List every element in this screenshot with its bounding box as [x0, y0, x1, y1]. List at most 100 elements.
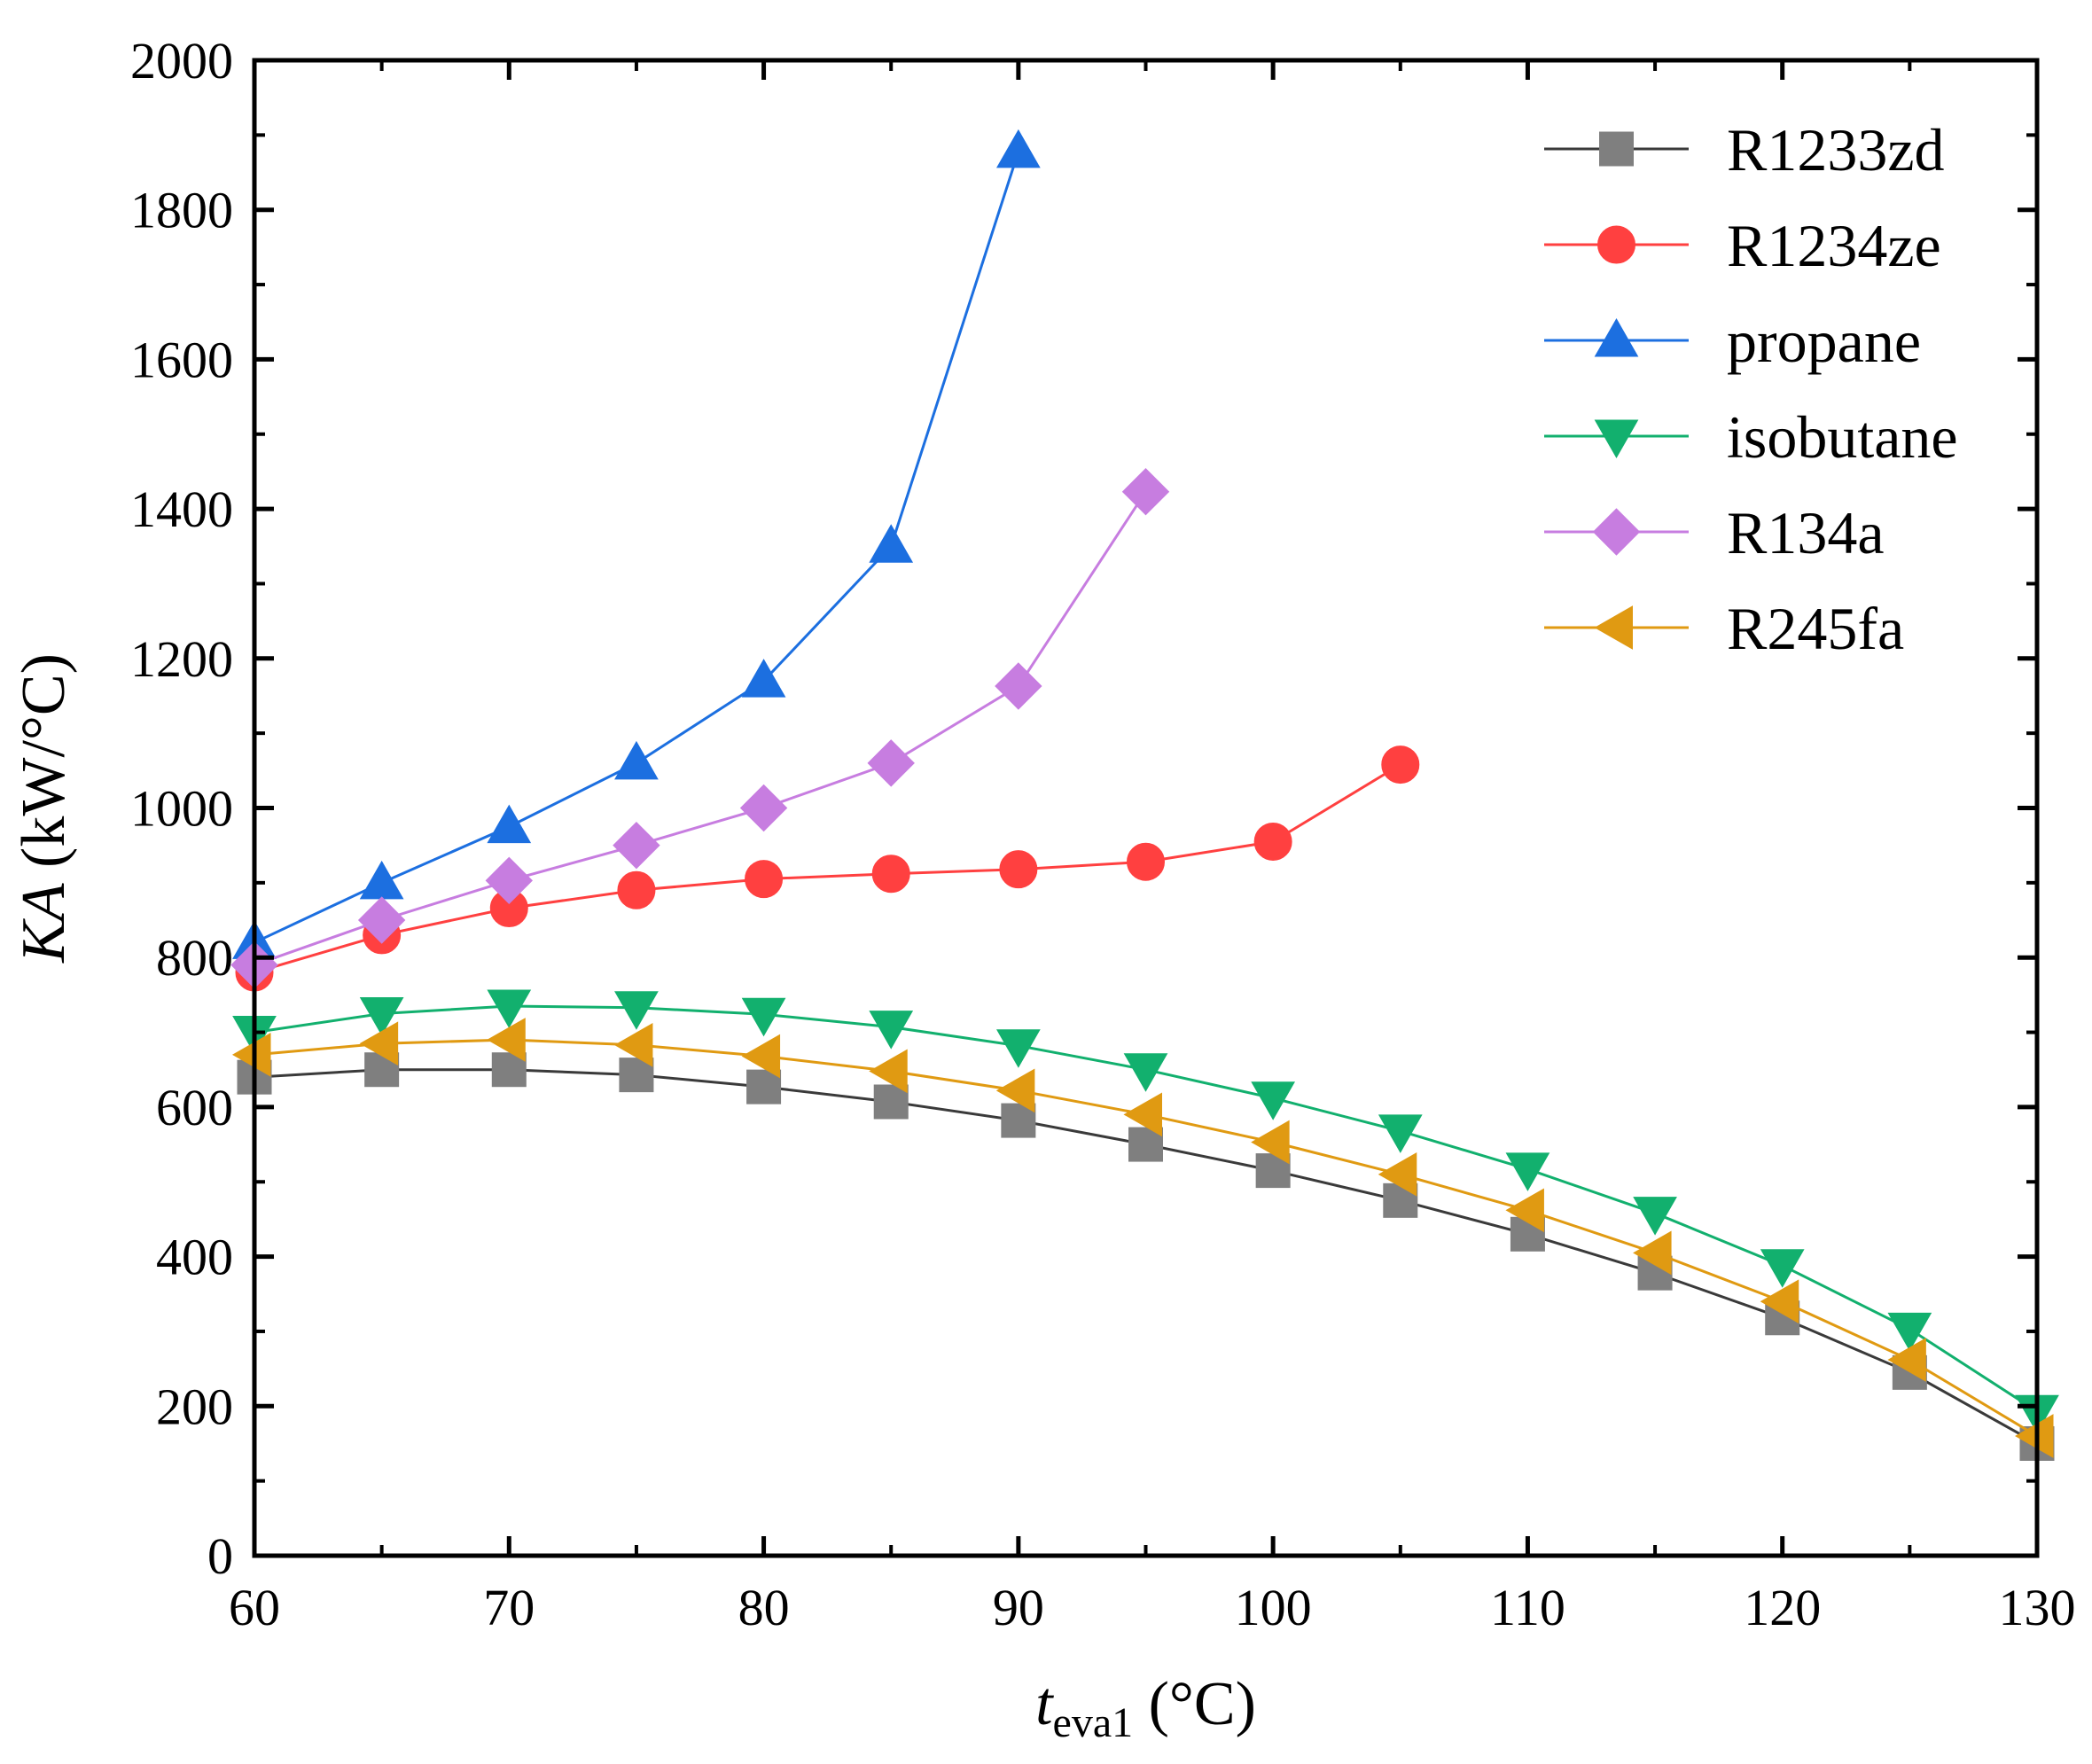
y-axis-title-unit: (kW/°C): [10, 653, 78, 883]
legend-item-propane: propane: [1544, 308, 1921, 375]
legend-marker: [1597, 225, 1635, 264]
series-group: [230, 129, 2059, 1461]
data-point-propane: [995, 129, 1041, 168]
x-tick-label: 100: [1235, 1579, 1312, 1636]
series-line-R134a: [254, 490, 1147, 967]
y-tick-label: 0: [207, 1527, 233, 1585]
x-axis-title-unit: (°C): [1133, 1670, 1256, 1738]
data-point-R245fa: [1760, 1279, 1799, 1324]
x-axis-title-subscript: eva1: [1053, 1699, 1134, 1746]
data-point-propane: [869, 524, 914, 563]
x-tick-label: 110: [1490, 1579, 1565, 1636]
data-point-R245fa: [487, 1018, 526, 1062]
data-point-R1234ze: [1127, 842, 1165, 881]
legend-item-isobutane: isobutane: [1544, 403, 1958, 471]
axes: 60 70 80 90 100 110 120 130 0 200 400 600 800 1000 120…: [130, 32, 2076, 1636]
legend-marker: [1592, 508, 1641, 556]
data-point-isobutane: [487, 989, 532, 1029]
series-line-R245fa: [254, 1038, 2038, 1438]
data-point-R134a: [613, 821, 660, 870]
data-point-R245fa: [741, 1034, 781, 1079]
legend-marker: [1594, 419, 1639, 459]
y-axis-title-main: KA: [10, 883, 78, 964]
legend: R1233zd R1234ze propane isobutane R134a R245f…: [1544, 116, 1958, 662]
x-tick-label: 80: [738, 1579, 790, 1636]
legend-item-R245fa: R245fa: [1544, 595, 1904, 662]
data-point-R1233zd: [873, 1084, 909, 1120]
data-point-R1234ze: [617, 870, 656, 909]
data-point-R134a: [357, 896, 406, 944]
data-point-propane: [741, 659, 786, 698]
legend-label: propane: [1727, 308, 1921, 375]
data-point-R245fa: [1633, 1230, 1672, 1276]
data-point-R245fa: [231, 1032, 271, 1077]
data-point-R1234ze: [999, 850, 1038, 889]
x-tick-label: 60: [229, 1579, 280, 1636]
y-tick-label: 400: [156, 1229, 233, 1286]
data-point-isobutane: [1123, 1053, 1168, 1092]
x-axis-title-main: t: [1035, 1670, 1054, 1738]
data-point-R1234ze: [871, 855, 910, 894]
x-tick-label: 130: [1999, 1579, 2076, 1636]
legend-marker: [1594, 317, 1639, 357]
x-tick-label: 120: [1744, 1579, 1821, 1636]
y-tick-label: 1000: [130, 780, 233, 838]
y-tick-label: 600: [156, 1079, 233, 1136]
data-point-isobutane: [869, 1011, 914, 1050]
data-point-R134a: [739, 784, 788, 832]
legend-label: R245fa: [1727, 595, 1904, 662]
data-point-R1234ze: [1381, 745, 1420, 784]
series-line-R1234ze: [254, 763, 1401, 974]
y-tick-label: 1400: [130, 480, 233, 538]
legend-marker: [1594, 605, 1633, 650]
data-point-R245fa: [359, 1021, 399, 1066]
data-point-R245fa: [1887, 1338, 1926, 1382]
data-point-propane: [487, 804, 532, 844]
data-point-isobutane: [741, 997, 786, 1037]
legend-label: isobutane: [1727, 403, 1958, 471]
data-point-R245fa: [613, 1023, 653, 1067]
data-point-isobutane: [1378, 1114, 1423, 1153]
x-tick-label: 90: [993, 1579, 1044, 1636]
legend-item-R134a: R134a: [1544, 499, 1885, 566]
data-point-isobutane: [995, 1029, 1041, 1068]
legend-item-R1234ze: R1234ze: [1544, 212, 1941, 279]
y-tick-label: 1600: [130, 331, 233, 388]
data-point-R245fa: [1505, 1188, 1544, 1233]
legend-label: R134a: [1727, 499, 1885, 566]
legend-label: R1234ze: [1727, 212, 1941, 279]
data-point-R245fa: [1251, 1120, 1290, 1165]
data-point-isobutane: [359, 996, 404, 1036]
y-tick-label: 200: [156, 1378, 233, 1435]
data-point-R134a: [1121, 467, 1170, 516]
data-point-propane: [359, 860, 404, 900]
data-point-propane: [614, 740, 659, 780]
data-point-isobutane: [1887, 1312, 1932, 1352]
series-isobutane: [232, 989, 2059, 1434]
legend-item-R1233zd: R1233zd: [1544, 116, 1945, 183]
data-point-isobutane: [1760, 1249, 1805, 1288]
series-R134a: [230, 467, 1170, 989]
data-point-isobutane: [1505, 1152, 1550, 1191]
data-point-isobutane: [1251, 1081, 1296, 1120]
legend-marker: [1599, 131, 1634, 167]
series-R245fa: [231, 1018, 2054, 1458]
data-point-R245fa: [995, 1068, 1035, 1113]
data-point-R245fa: [869, 1049, 908, 1094]
x-axis-title: teva1 (°C): [1035, 1670, 1256, 1746]
y-tick-label: 800: [156, 929, 233, 987]
data-point-R245fa: [2014, 1414, 2054, 1458]
legend-label: R1233zd: [1727, 116, 1945, 183]
y-tick-label: 1800: [130, 182, 233, 239]
y-tick-label: 1200: [130, 630, 233, 688]
data-point-R1233zd: [746, 1069, 782, 1104]
x-tick-label: 70: [483, 1579, 535, 1636]
data-point-R1234ze: [1253, 822, 1292, 861]
data-point-R245fa: [1123, 1092, 1162, 1137]
data-point-R245fa: [1378, 1151, 1417, 1197]
data-point-R1234ze: [745, 860, 784, 899]
y-tick-label: 2000: [130, 32, 233, 90]
data-point-R134a: [485, 856, 533, 905]
data-point-R134a: [995, 662, 1042, 710]
